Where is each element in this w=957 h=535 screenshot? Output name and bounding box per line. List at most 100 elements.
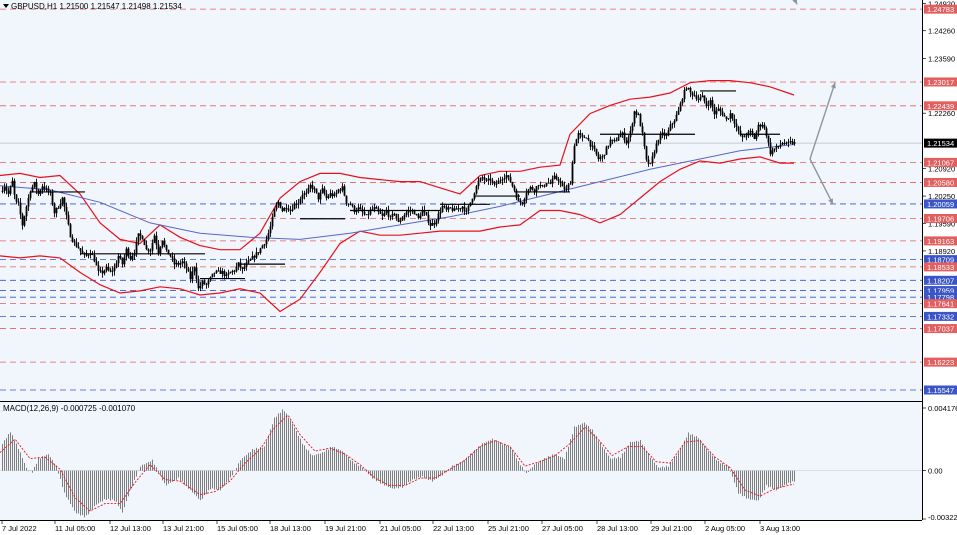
symbol-dropdown-icon[interactable] xyxy=(3,4,9,8)
candle-body xyxy=(279,202,282,208)
candle-body xyxy=(767,135,770,143)
candle-body xyxy=(625,140,628,144)
level-tag xyxy=(924,292,957,302)
candle-body xyxy=(627,137,630,144)
candle-body xyxy=(35,182,38,190)
level-tag-label: 1.17037 xyxy=(927,325,954,334)
candle-body xyxy=(267,233,270,240)
candle-body xyxy=(259,248,262,253)
candle-body xyxy=(243,267,246,270)
candle-body xyxy=(505,175,508,179)
candle-body xyxy=(131,255,134,260)
candle-body xyxy=(585,137,588,139)
candle-body xyxy=(109,269,112,272)
candle-body xyxy=(303,193,306,196)
candle-body xyxy=(653,152,656,157)
candle-body xyxy=(275,205,278,210)
candle-body xyxy=(41,186,44,191)
candle-body xyxy=(437,213,440,221)
candle-body xyxy=(349,203,352,205)
candle-body xyxy=(727,118,730,120)
candle-body xyxy=(489,178,492,181)
candle-body xyxy=(261,245,264,249)
candle-body xyxy=(579,133,582,135)
candle-body xyxy=(227,273,230,275)
candle-body xyxy=(155,235,158,245)
candle-body xyxy=(125,248,128,257)
candle-body xyxy=(561,183,564,187)
time-tick-label: 29 Jul 21:00 xyxy=(651,524,692,533)
candle-body xyxy=(309,184,312,188)
candle-body xyxy=(651,156,654,164)
candle-body xyxy=(479,178,482,181)
candle-body xyxy=(103,270,106,274)
candle-body xyxy=(127,248,130,256)
candle-body xyxy=(119,255,122,259)
candle-body xyxy=(573,145,576,164)
candle-body xyxy=(463,206,466,212)
candle-body xyxy=(265,239,268,245)
price-tick-label: 1.18920 xyxy=(928,247,955,256)
candle-body xyxy=(715,110,718,115)
level-tag xyxy=(924,4,957,14)
price-tick-label: 1.24260 xyxy=(928,27,955,36)
candle-body xyxy=(539,185,542,186)
candle-body xyxy=(173,258,176,265)
arrow-shaft xyxy=(809,82,836,160)
price-tick-label: 1.24920 xyxy=(928,0,955,9)
candle-body xyxy=(215,270,218,273)
candle-body xyxy=(161,240,164,248)
candle-body xyxy=(193,267,196,272)
candle-body xyxy=(677,110,680,115)
candle-body xyxy=(643,132,646,147)
candle-body xyxy=(607,145,610,147)
candle-body xyxy=(537,185,540,187)
candle-body xyxy=(521,202,524,204)
candle-body xyxy=(657,140,660,144)
candle-body xyxy=(201,281,204,286)
candle-body xyxy=(45,188,48,190)
candle-body xyxy=(237,262,240,267)
candle-body xyxy=(207,280,210,285)
candle-body xyxy=(285,207,288,209)
candle-body xyxy=(281,207,284,212)
candle-body xyxy=(61,197,64,204)
candle-body xyxy=(509,176,512,183)
candle-body xyxy=(311,184,314,190)
candle-body xyxy=(11,180,14,187)
candle-body xyxy=(271,216,274,227)
bollinger-bands xyxy=(0,80,795,313)
candle-body xyxy=(765,128,768,136)
candle-body xyxy=(439,211,442,214)
candle-body xyxy=(443,205,446,207)
candle-body xyxy=(467,206,470,211)
moving-average xyxy=(0,144,795,240)
level-tag xyxy=(924,385,957,395)
candle-body xyxy=(115,263,118,268)
candle-body xyxy=(483,177,486,180)
ma-line xyxy=(0,144,795,240)
candle-body xyxy=(179,263,182,265)
candle-body xyxy=(231,270,234,272)
candle-body xyxy=(117,255,120,264)
candle-body xyxy=(613,139,616,141)
candle-body xyxy=(101,270,104,274)
macd-tick-label: -0.003224 xyxy=(928,513,957,522)
candle-body xyxy=(95,261,98,266)
candle-body xyxy=(637,114,640,116)
candle-body xyxy=(291,209,294,211)
candle-body xyxy=(497,180,500,184)
time-tick-label: 15 Jul 05:00 xyxy=(217,524,258,533)
candle-body xyxy=(465,210,468,212)
candle-body xyxy=(25,206,28,217)
candle-body xyxy=(543,186,546,187)
candle-body xyxy=(555,175,558,180)
candle-body xyxy=(735,123,738,127)
candle-body xyxy=(183,261,186,264)
level-tag-label: 1.21067 xyxy=(927,158,954,167)
price-tick-label: 1.20250 xyxy=(928,192,955,201)
candle-body xyxy=(757,124,760,133)
candle-body xyxy=(741,135,744,137)
